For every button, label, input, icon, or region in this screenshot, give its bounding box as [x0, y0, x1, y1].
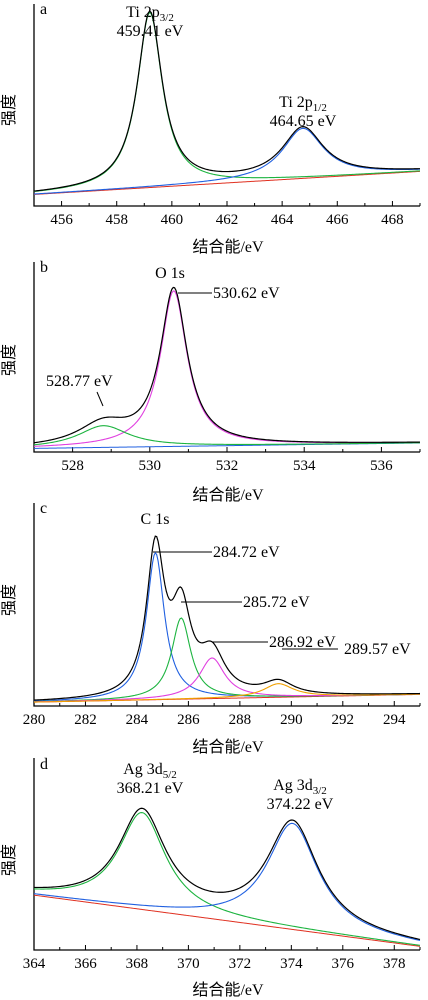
panel-b-ylabel: 强度 [0, 344, 18, 376]
panel-b-envelope [33, 286, 421, 444]
panel-a-component-2 [33, 127, 421, 195]
panel-c-tag: c [40, 500, 47, 517]
panel-b-component-2 [33, 425, 421, 446]
panel-c-title-label: C 1s [141, 511, 170, 528]
panel-a-ylabel: 强度 [0, 94, 18, 126]
panel-c-component-4 [33, 683, 421, 703]
panel-d-xtick-label-370: 370 [177, 956, 200, 972]
panel-d-xtick-label-366: 366 [74, 956, 97, 972]
panel-c-xtick-label-284: 284 [126, 712, 149, 728]
panel-c-xtick-label-288: 288 [229, 712, 252, 728]
panel-a-peak-1-name: Ti 2p [126, 4, 160, 21]
panel-a-xtick-label-456: 456 [50, 212, 73, 228]
panel-d-xtick-label-374: 374 [280, 956, 303, 972]
panel-c-xtick-label-280: 280 [23, 712, 46, 728]
panel-a-tag: a [40, 1, 47, 18]
svg-text:Ti 2p3/2: Ti 2p3/2 [126, 4, 174, 24]
panel-a-background-line [33, 170, 421, 195]
panel-b-peak-2-energy: 528.77 eV [46, 373, 113, 390]
panel-a-xtick-label-462: 462 [216, 212, 239, 228]
panel-c-component-1 [33, 551, 421, 702]
panel-d-peak-2-energy: 374.22 eV [267, 796, 334, 813]
panel-d-tag: d [40, 756, 48, 773]
panel-d-peak-2-name: Ag 3d [273, 777, 313, 794]
panel-a-peak-label-1: Ti 2p3/2 459.41 eV [117, 4, 184, 40]
panel-c-peak-2-energy: 285.72 eV [243, 594, 310, 611]
panel-d-xtick-label-372: 372 [229, 956, 252, 972]
panel-c-xtick-label-282: 282 [74, 712, 97, 728]
panel-d-ylabel: 强度 [0, 844, 18, 876]
panel-c-component-2 [33, 617, 421, 703]
panel-a-peak-2-sub: 1/2 [313, 102, 327, 114]
panel-c-ylabel: 强度 [0, 584, 18, 616]
panel-d-peak-label-2: Ag 3d3/2 374.22 eV [267, 777, 334, 813]
panel-d-envelope [33, 807, 421, 941]
panel-d-xtick-label-376: 376 [332, 956, 355, 972]
svg-text:Ti 2p1/2: Ti 2p1/2 [279, 94, 327, 114]
panel-c-xtick-label-292: 292 [332, 712, 355, 728]
panel-d-component-1 [33, 811, 421, 946]
panel-c-envelope [33, 535, 421, 701]
panel-a-envelope [33, 10, 421, 192]
panel-b-title-label: O 1s [155, 265, 185, 282]
panel-c-xlabel: 结合能/eV [192, 738, 264, 756]
panel-b-xtick-label-536: 536 [370, 458, 393, 474]
panel-c-peak-3-energy: 286.92 eV [269, 634, 336, 651]
panel-d: d 强度 结合能/eV Ag 3d5/2 368.21 eV Ag 3d3/2 … [0, 756, 421, 999]
panel-d-peak-2-sub: 3/2 [313, 785, 327, 797]
panel-a-xtick-label-458: 458 [105, 212, 128, 228]
panel-d-peak-1-energy: 368.21 eV [117, 780, 184, 797]
panel-b-xlabel: 结合能/eV [192, 486, 264, 504]
panel-b-xtick-label-532: 532 [216, 458, 239, 474]
panel-d-xlabel: 结合能/eV [192, 981, 264, 999]
panel-a-peak-1-energy: 459.41 eV [117, 23, 184, 40]
panel-d-background-line [33, 894, 421, 947]
panel-c-xtick-label-290: 290 [280, 712, 303, 728]
panel-d-component-2 [33, 822, 421, 941]
panel-a: a 强度 结合能/eV Ti 2p3/2 459.41 eV Ti 2p1/2 … [0, 1, 421, 256]
panel-d-xtick-label-364: 364 [23, 956, 46, 972]
panel-c-axes [33, 503, 420, 707]
panel-a-xtick-label-460: 460 [161, 212, 184, 228]
panel-a-peak-label-2: Ti 2p1/2 464.65 eV [270, 94, 337, 130]
panel-a-xtick-label-464: 464 [271, 212, 294, 228]
panel-d-xtick-label-378: 378 [383, 956, 406, 972]
panel-a-xtick-label-468: 468 [381, 212, 404, 228]
panel-a-xtick-label-466: 466 [326, 212, 349, 228]
panel-d-peak-1-sub: 5/2 [163, 769, 177, 781]
panel-a-peak-2-energy: 464.65 eV [270, 113, 337, 130]
panel-a-axes [33, 4, 420, 207]
panel-c: c 强度 结合能/eV C 1s 284.72 eV 285.72 eV 286… [0, 500, 421, 756]
panel-d-xtick-label-368: 368 [126, 956, 149, 972]
panel-b-leader-2 [96, 391, 104, 407]
panel-a-component-1 [33, 11, 421, 193]
panel-b-xtick-label-528: 528 [61, 458, 84, 474]
svg-text:Ag 3d3/2: Ag 3d3/2 [273, 777, 327, 797]
panel-c-xtick-label-294: 294 [383, 712, 406, 728]
panel-a-peak-1-sub: 3/2 [160, 12, 174, 24]
panel-b-xtick-label-534: 534 [293, 458, 316, 474]
panel-b-tag: b [40, 259, 48, 276]
panel-c-peak-1-energy: 284.72 eV [213, 544, 280, 561]
panel-a-peak-2-name: Ti 2p [279, 94, 313, 111]
panel-d-peak-1-name: Ag 3d [123, 761, 163, 778]
panel-b-peak-1-energy: 530.62 eV [213, 285, 280, 302]
panel-c-xtick-label-286: 286 [177, 712, 200, 728]
panel-b: b 强度 结合能/eV O 1s 530.62 eV 528.77 eV 528… [0, 259, 421, 504]
panel-c-peak-4-energy: 289.57 eV [344, 641, 411, 658]
panel-d-peak-label-1: Ag 3d5/2 368.21 eV [117, 761, 184, 797]
panel-b-xtick-label-530: 530 [139, 458, 162, 474]
svg-text:Ag 3d5/2: Ag 3d5/2 [123, 761, 177, 781]
panel-a-xlabel: 结合能/eV [192, 238, 264, 256]
